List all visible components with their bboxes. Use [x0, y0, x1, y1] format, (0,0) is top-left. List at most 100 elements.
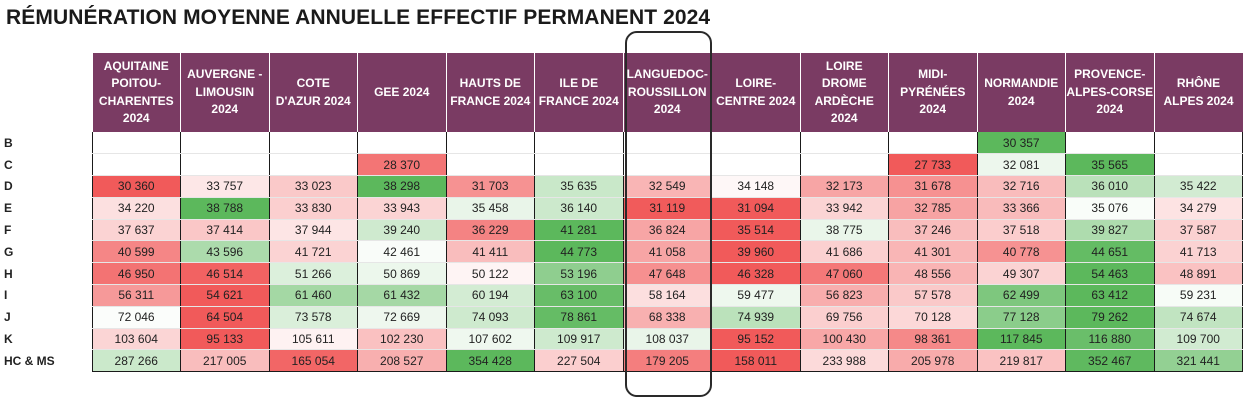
heatmap-cell: 117 845 — [976, 328, 1066, 351]
row-label: B — [4, 132, 92, 154]
heatmap-cell: 46 328 — [711, 262, 800, 286]
heatmap-cell — [91, 132, 181, 155]
heatmap-cell: 63 100 — [534, 284, 623, 307]
heatmap-cell: 77 128 — [976, 306, 1066, 329]
column-header-line: D'AZUR 2024 — [275, 93, 351, 108]
heatmap-cell: 107 602 — [445, 328, 535, 351]
heatmap-cell — [268, 153, 358, 177]
page-title: RÉMUNÉRATION MOYENNE ANNUELLE EFFECTIF P… — [6, 6, 711, 29]
heatmap-cell: 287 266 — [91, 349, 181, 373]
column-header: NORMANDIE 2024 — [976, 53, 1066, 132]
heatmap-cell: 61 432 — [357, 284, 446, 307]
heatmap-cell — [888, 132, 977, 155]
heatmap-cell: 35 565 — [1065, 153, 1154, 177]
table-row: C 28 370 27 733 32 081 35 565 — [4, 153, 1243, 177]
table-row: G 40 599 43 596 41 721 42 461 41 411 44 773 41 … — [4, 240, 1243, 264]
heatmap-cell — [91, 153, 181, 177]
heatmap-cell: 37 246 — [888, 219, 977, 242]
heatmap-cell: 34 220 — [91, 197, 181, 220]
heatmap-cell — [534, 132, 623, 155]
column-header-line: 2024 — [1096, 102, 1124, 117]
column-header-line: 2024 — [1007, 93, 1035, 108]
heatmap-cell: 37 414 — [180, 219, 269, 242]
row-label: E — [4, 197, 92, 220]
heatmap-cell: 42 461 — [357, 240, 446, 264]
row-label: F — [4, 219, 92, 241]
heatmap-cell: 79 262 — [1065, 306, 1154, 329]
heatmap-cell: 30 357 — [976, 132, 1066, 155]
heatmap-cell: 31 119 — [622, 197, 712, 220]
row-label: H — [4, 262, 92, 285]
heatmap-cell: 35 458 — [445, 197, 535, 220]
column-header: LOIRE- CENTRE 2024 — [711, 53, 800, 132]
heatmap-cell: 352 467 — [1065, 349, 1154, 373]
heatmap-cell — [268, 132, 358, 155]
heatmap-cell: 41 301 — [888, 240, 977, 264]
column-header: GEE 2024 — [357, 53, 446, 132]
heatmap-cell: 78 861 — [534, 306, 623, 329]
column-header-line: HAUTS DE — [459, 76, 521, 91]
heatmap-cell: 233 988 — [799, 349, 889, 373]
row-label: G — [4, 240, 92, 263]
column-header-line: PROVENCE- — [1074, 67, 1146, 82]
heatmap-cell: 33 023 — [268, 175, 358, 198]
heatmap-cell: 50 869 — [357, 262, 446, 286]
column-header-line: 2024 — [211, 102, 239, 117]
heatmap-cell: 47 648 — [622, 262, 712, 286]
heatmap-cell: 37 587 — [1153, 219, 1243, 242]
column-header-line: ALPES 2024 — [1163, 93, 1234, 108]
heatmap-cell — [711, 153, 800, 177]
row-label: D — [4, 175, 92, 198]
heatmap-cell: 74 093 — [445, 306, 535, 329]
column-header: MIDI- PYRÉNÉES 2024 — [888, 53, 977, 132]
column-header-line: POITOU- — [111, 76, 162, 91]
heatmap-cell: 95 152 — [711, 328, 800, 351]
column-header-line: PYRÉNÉES — [900, 84, 966, 99]
heatmap-cell: 27 733 — [888, 153, 977, 177]
heatmap-cell: 69 756 — [799, 306, 889, 329]
heatmap-cell: 58 164 — [622, 284, 712, 307]
heatmap-cell: 205 978 — [888, 349, 977, 373]
heatmap-cell: 31 703 — [445, 175, 535, 198]
heatmap-cell: 61 460 — [268, 284, 358, 307]
heatmap-cell: 50 122 — [445, 262, 535, 286]
heatmap-cell: 95 133 — [180, 328, 269, 351]
heatmap-cell: 59 231 — [1153, 284, 1243, 307]
heatmap-cell: 33 942 — [799, 197, 889, 220]
column-header-line: 2024 — [122, 110, 150, 125]
heatmap-cell: 227 504 — [534, 349, 623, 373]
heatmap-cell: 68 338 — [622, 306, 712, 329]
heatmap-cell — [180, 153, 269, 177]
heatmap-cell: 44 651 — [1065, 240, 1154, 264]
heatmap-cell: 102 230 — [357, 328, 446, 351]
heatmap-cell: 39 240 — [357, 219, 446, 242]
heatmap-cell: 44 773 — [534, 240, 623, 264]
column-header-line: 2024 — [919, 102, 947, 117]
table-row: B 30 357 — [4, 132, 1243, 155]
heatmap-cell: 37 944 — [268, 219, 358, 242]
heatmap-cell: 46 514 — [180, 262, 269, 286]
heatmap-cell: 165 054 — [268, 349, 358, 373]
heatmap-cell: 179 205 — [622, 349, 712, 373]
column-header-line: AQUITAINE — [103, 58, 169, 73]
heatmap-cell: 46 950 — [91, 262, 181, 286]
column-header-line: LANGUEDOC- — [626, 67, 708, 82]
row-label: HC & MS — [4, 349, 92, 372]
column-header-line: GEE 2024 — [374, 84, 430, 99]
heatmap-cell: 32 173 — [799, 175, 889, 198]
heatmap-cell: 35 076 — [1065, 197, 1154, 220]
column-header-line: ARDÈCHE — [814, 93, 874, 108]
heatmap-cell: 31 678 — [888, 175, 977, 198]
heatmap-cell: 38 298 — [357, 175, 446, 198]
heatmap-cell: 108 037 — [622, 328, 712, 351]
heatmap-cell: 41 058 — [622, 240, 712, 264]
heatmap-cell: 28 370 — [357, 153, 446, 177]
heatmap-cell: 54 621 — [180, 284, 269, 307]
column-header-line: AUVERGNE - — [187, 67, 263, 82]
heatmap-cell — [799, 153, 889, 177]
heatmap-cell: 74 939 — [711, 306, 800, 329]
heatmap-cell: 217 005 — [180, 349, 269, 373]
heatmap-cell: 33 943 — [357, 197, 446, 220]
heatmap-cell: 56 311 — [91, 284, 181, 307]
heatmap-cell: 39 827 — [1065, 219, 1154, 242]
